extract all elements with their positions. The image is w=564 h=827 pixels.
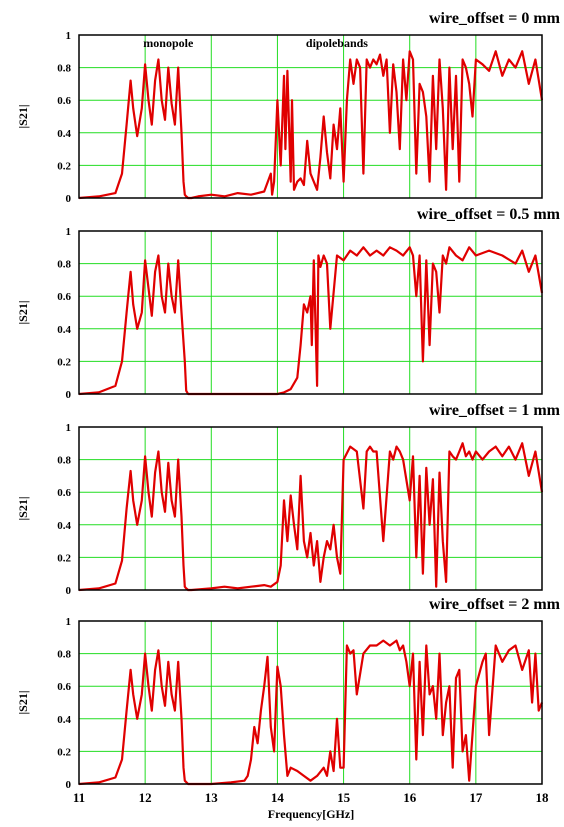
y-tick-label: 0.2	[57, 746, 71, 758]
y-tick-label: 1	[66, 30, 72, 42]
y-axis-label: |S21|	[16, 497, 30, 521]
panel-title: wire_offset = 1 mm	[429, 402, 561, 419]
y-tick-label: 0.2	[57, 356, 71, 368]
x-tick-label: 16	[403, 790, 417, 805]
panel-2: 0 0.2 0.4 0.6 0.8 1 |S21| wire_offset = 1 mm	[16, 402, 561, 597]
y-tick-label: 0.4	[57, 714, 71, 726]
y-tick-label: 0.6	[57, 291, 71, 303]
y-tick-label: 0.6	[57, 487, 71, 499]
y-axis-label: |S21|	[16, 301, 30, 325]
x-tick-label: 12	[139, 790, 152, 805]
y-tick-label: 0.2	[57, 160, 71, 172]
annotation-label: monopole	[143, 36, 194, 50]
y-tick-label: 0.2	[57, 552, 71, 564]
y-tick-label: 0.6	[57, 95, 71, 107]
y-axis-label: |S21|	[16, 105, 30, 129]
series-line-0	[78, 639, 544, 786]
y-tick-label: 0.8	[57, 455, 71, 467]
panel-title: wire_offset = 0.5 mm	[417, 206, 561, 223]
x-tick-label: 18	[536, 790, 550, 805]
panel-title: wire_offset = 0 mm	[429, 10, 561, 27]
y-tick-label: 1	[66, 616, 72, 628]
panels: 0 0.2 0.4 0.6 0.8 1 |S21| wire_offset = 0 mm mon…	[16, 10, 561, 791]
panel-title: wire_offset = 2 mm	[429, 596, 561, 613]
plot-frame	[78, 620, 543, 785]
plot-frame	[78, 426, 543, 591]
x-tick-label: 13	[205, 790, 219, 805]
panel-1: 0 0.2 0.4 0.6 0.8 1 |S21| wire_offset = 0.5 mm	[16, 206, 561, 401]
y-tick-label: 0.4	[57, 520, 71, 532]
x-tick-label: 17	[469, 790, 483, 805]
x-tick-label: 15	[337, 790, 351, 805]
y-tick-label: 0.8	[57, 649, 71, 661]
y-tick-label: 1	[66, 226, 72, 238]
y-tick-label: 0	[66, 389, 72, 401]
y-axis-label: |S21|	[16, 691, 30, 715]
y-tick-label: 0.6	[57, 681, 71, 693]
y-tick-label: 0.8	[57, 259, 71, 271]
x-axis-label: Frequency[GHz]	[268, 807, 354, 821]
plot-frame	[78, 230, 543, 395]
series-line-0	[78, 246, 544, 396]
plot-frame	[78, 34, 543, 199]
y-tick-label: 0	[66, 585, 72, 597]
x-tick-labels: 11 12 13 14 15 16 17 18	[73, 790, 549, 805]
y-tick-label: 0	[66, 193, 72, 205]
panel-0: 0 0.2 0.4 0.6 0.8 1 |S21| wire_offset = 0 mm mon…	[16, 10, 561, 205]
y-tick-label: 1	[66, 422, 72, 434]
series-line-0	[78, 442, 544, 592]
y-tick-label: 0.8	[57, 63, 71, 75]
y-tick-label: 0.4	[57, 324, 71, 336]
panel-3: 0 0.2 0.4 0.6 0.8 1 |S21| wire_offset = 2 mm	[16, 596, 561, 791]
x-tick-label: 11	[73, 790, 85, 805]
x-tick-label: 14	[271, 790, 285, 805]
annotation-label: dipolebands	[306, 36, 368, 50]
series-line-0	[78, 50, 544, 200]
y-tick-label: 0.4	[57, 128, 71, 140]
y-tick-label: 0	[66, 779, 72, 791]
